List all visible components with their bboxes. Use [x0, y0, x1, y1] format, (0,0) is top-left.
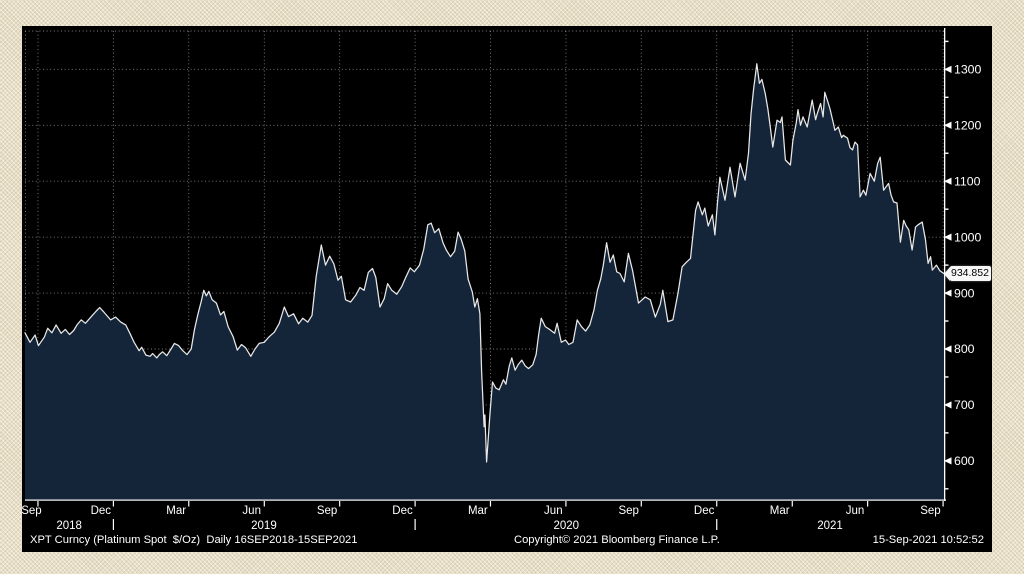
footer-timestamp: 15-Sep-2021 10:52:52 — [872, 534, 984, 546]
svg-text:1200: 1200 — [954, 118, 982, 132]
chart-footer: XPT Curncy (Platinum Spot $/Oz) Daily 16… — [0, 534, 1024, 550]
footer-copyright: Copyright© 2021 Bloomberg Finance L.P. — [514, 534, 720, 546]
svg-text:Mar: Mar — [166, 505, 186, 517]
svg-text:Sep: Sep — [920, 505, 940, 517]
svg-text:Jun: Jun — [846, 505, 865, 517]
svg-text:Jun: Jun — [242, 505, 261, 517]
footer-security-description: XPT Curncy (Platinum Spot $/Oz) Daily 16… — [30, 534, 358, 546]
svg-text:1000: 1000 — [954, 230, 982, 244]
svg-text:800: 800 — [954, 342, 975, 356]
svg-text:Dec: Dec — [91, 505, 112, 517]
svg-text:Dec: Dec — [694, 505, 715, 517]
svg-text:1100: 1100 — [954, 174, 981, 188]
svg-text:2021: 2021 — [817, 520, 843, 532]
svg-text:1300: 1300 — [954, 63, 982, 77]
svg-text:2020: 2020 — [553, 520, 579, 532]
svg-text:Jun: Jun — [544, 505, 563, 517]
svg-text:Sep: Sep — [21, 505, 41, 517]
svg-text:700: 700 — [954, 398, 975, 412]
last-price-arrow-icon — [944, 266, 950, 281]
last-price-label: 934.852 — [950, 266, 991, 282]
svg-text:Sep: Sep — [618, 505, 638, 517]
svg-text:2018: 2018 — [56, 520, 82, 532]
svg-text:Mar: Mar — [770, 505, 790, 517]
svg-text:Sep: Sep — [317, 505, 337, 517]
svg-text:Dec: Dec — [392, 505, 413, 517]
svg-text:900: 900 — [954, 286, 975, 300]
svg-text:Mar: Mar — [468, 505, 488, 517]
svg-text:2019: 2019 — [251, 520, 277, 532]
svg-text:600: 600 — [954, 454, 975, 468]
last-price-tag: 934.852 — [944, 266, 991, 282]
